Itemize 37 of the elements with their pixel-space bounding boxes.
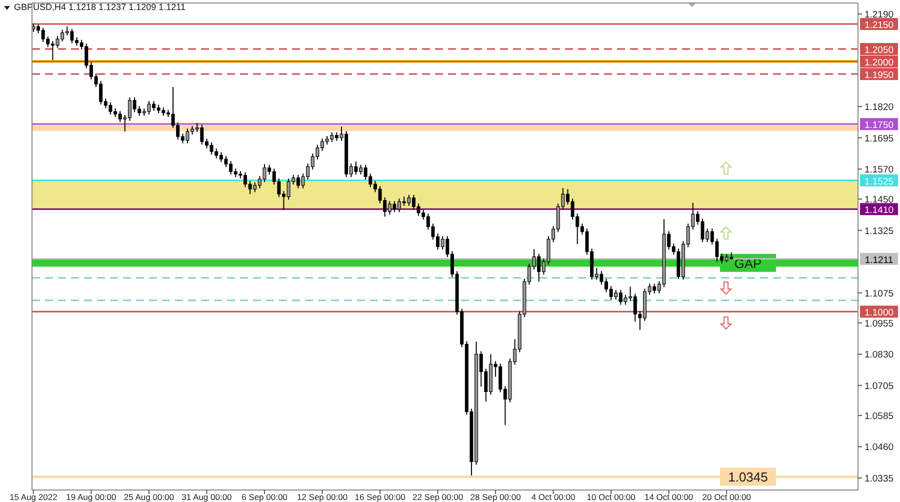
x-tick-label: 16 Sep 00:00 [354, 492, 406, 502]
y-tick-label: 1.0460 [864, 442, 894, 454]
x-tick-label: 25 Aug 00:00 [124, 492, 174, 502]
y-tick-label: 1.0585 [864, 410, 894, 422]
x-tick-label: 20 Oct 00:00 [702, 492, 752, 502]
ref-line-label: 1.2000 [864, 58, 894, 69]
x-tick-label: 28 Sep 00:00 [470, 492, 522, 502]
ref-line-label: 1.2050 [864, 45, 894, 56]
ref-line-label: 1.1525 [864, 176, 894, 188]
chart-title: GBPUSD,H4 1.1218 1.1237 1.1209 1.1211 [14, 2, 186, 12]
y-tick-label: 1.1695 [864, 133, 894, 144]
y-tick-label: 1.1450 [864, 194, 894, 206]
x-tick-label: 14 Oct 00:00 [644, 492, 694, 502]
y-tick-label: 1.1820 [864, 102, 894, 114]
x-tick-label: 10 Oct 00:00 [586, 492, 636, 502]
x-tick-label: 31 Aug 00:00 [182, 492, 232, 502]
ref-line-label: 1.1211 [864, 254, 894, 266]
ref-line-label: 1.1000 [864, 308, 894, 319]
x-tick-label: 19 Aug 00:00 [66, 492, 117, 502]
x-tick-label: 6 Sep 00:00 [242, 492, 288, 502]
x-tick-label: 22 Sep 00:00 [412, 492, 464, 502]
ref-line-label: 1.1950 [864, 70, 894, 82]
x-tick-label: 15 Aug 2022 [10, 492, 58, 502]
y-tick-label: 1.1325 [864, 226, 894, 237]
band-label: 1.0345 [728, 470, 768, 485]
x-tick-label: 4 Oct 00:00 [531, 492, 576, 502]
ref-line-label: 1.2150 [864, 20, 894, 32]
y-tick-label: 1.1570 [864, 164, 894, 176]
ref-line-label: 1.1750 [864, 120, 894, 132]
y-tick-label: 1.0955 [864, 318, 894, 330]
y-tick-label: 1.2190 [864, 10, 894, 21]
y-tick-label: 1.0705 [864, 380, 894, 392]
ref-line-label: 1.1410 [864, 205, 894, 216]
y-tick-label: 1.0335 [864, 473, 894, 484]
y-tick-label: 1.1075 [864, 288, 894, 300]
x-tick-label: 12 Sep 00:00 [296, 492, 348, 502]
y-tick-label: 1.0830 [864, 350, 894, 361]
